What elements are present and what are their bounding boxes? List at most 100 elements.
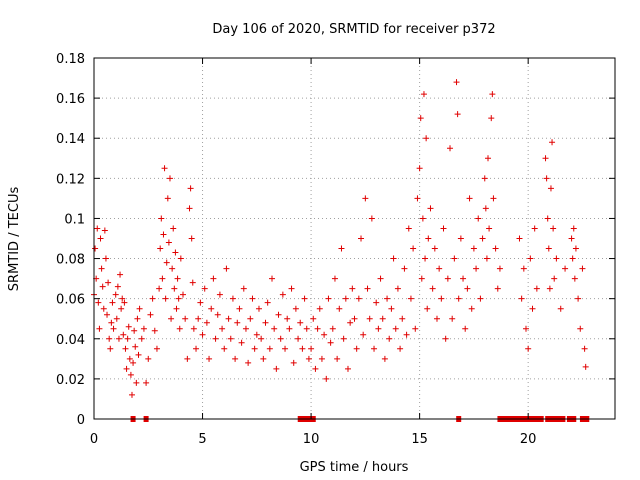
data-point [264,299,271,306]
data-point [156,285,163,292]
data-point [128,391,135,398]
data-point [453,79,460,86]
data-point [331,275,338,282]
data-point [418,275,425,282]
y-tick-label: 0.04 [56,333,85,348]
x-tick-label: 0 [90,432,98,447]
data-point [444,275,451,282]
data-point [419,215,426,222]
data-point [572,245,579,252]
data-point [327,339,334,346]
data-point [98,265,105,272]
y-tick-label: 0.14 [56,132,85,147]
data-point [110,325,117,332]
data-point [447,145,454,152]
data-point [131,327,138,334]
data-point [242,325,249,332]
y-tick-label: 0.08 [56,253,85,268]
data-point [266,345,273,352]
data-point [407,295,414,302]
x-tick-label: 20 [520,432,537,447]
data-point [525,345,532,352]
data-point [436,265,443,272]
data-point [123,365,130,372]
data-point [157,245,164,252]
data-point [121,299,128,306]
data-point [216,291,223,298]
data-point [562,265,569,272]
data-point [366,315,373,322]
data-point [147,311,154,318]
data-point [364,285,371,292]
data-point [163,259,170,266]
data-point [375,325,382,332]
data-point [208,305,215,312]
data-point [423,135,430,142]
axis-ticks: 0 0.02 0.04 0.06 0.08 0.1 0.12 0.14 0.16 0.18 0 5 10… [56,52,615,447]
data-point [422,255,429,262]
data-point [479,235,486,242]
data-point [486,225,493,232]
data-point [388,305,395,312]
data-point [568,235,575,242]
data-point [581,345,588,352]
data-point [451,255,458,262]
data-point [275,311,282,318]
data-point [189,279,196,286]
data-point [384,295,391,302]
data-point [114,283,121,290]
data-point [397,345,404,352]
data-point [325,295,332,302]
data-point [577,325,584,332]
data-point [545,245,552,252]
y-tick-label: 0.16 [56,92,85,107]
data-point [386,335,393,342]
data-point [168,315,175,322]
data-point [425,235,432,242]
data-point [401,265,408,272]
data-point [544,215,551,222]
data-point [546,285,553,292]
data-point [172,249,179,256]
data-point [292,305,299,312]
data-point [336,305,343,312]
data-point [140,325,147,332]
data-point [417,115,424,122]
data-point [518,295,525,302]
data-point [355,295,362,302]
data-point [102,255,109,262]
data-point [130,359,137,366]
x-tick-label: 15 [411,432,428,447]
data-point [312,365,319,372]
data-point [151,327,158,334]
data-point [305,355,312,362]
data-point [542,155,549,162]
data-point [299,345,306,352]
x-tick-label: 10 [303,432,320,447]
data-point [180,291,187,298]
data-point [438,295,445,302]
data-point [318,355,325,362]
data-point [349,285,356,292]
plot-frame [93,57,616,420]
data-point [455,295,462,302]
data-point [255,305,262,312]
chart-title: Day 106 of 2020, SRMTID for receiver p37… [212,22,495,37]
data-point [392,325,399,332]
data-point [164,195,171,202]
data-point [394,285,401,292]
data-point [477,295,484,302]
data-point [314,325,321,332]
data-point [570,225,577,232]
data-point [353,345,360,352]
data-point [522,325,529,332]
data-point [136,305,143,312]
data-point [284,315,291,322]
data-point [223,265,230,272]
data-point [473,265,480,272]
data-point [405,225,412,232]
data-point [240,285,247,292]
data-point [203,319,210,326]
data-point [470,245,477,252]
